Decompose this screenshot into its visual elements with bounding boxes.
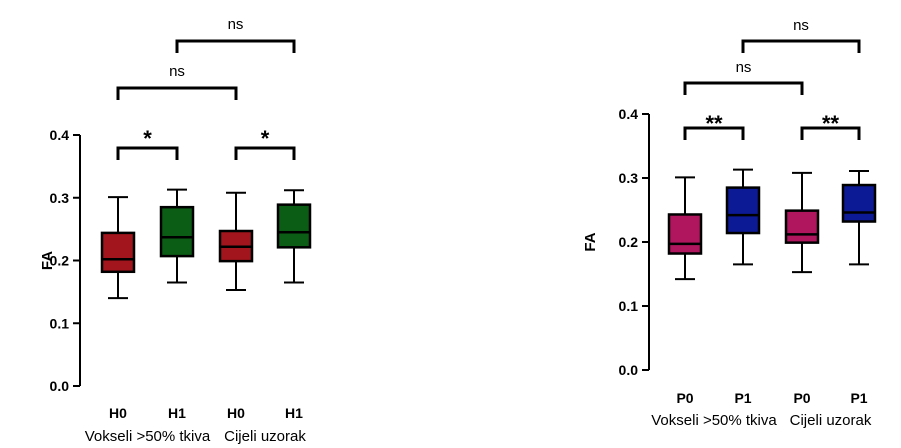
box-1 [100,196,136,300]
significance-label: ns [793,17,809,34]
significance-bracket [116,86,238,100]
iqr-box [841,183,877,223]
group-label: Cijeli uzorak [224,428,306,445]
y-tick-label: 0.4 [50,127,70,143]
chart-2: 0.0 0.1 0.2 0.3 0.4 FA P0 P1 P0 P1 Vokseli >50% tk… [582,17,877,429]
iqr-box [159,205,195,258]
significance-bracket [116,146,179,160]
group-label: Vokseli >50% tkiva [651,412,777,429]
box-3 [218,191,254,291]
significance-bracket [234,146,296,160]
significance-label: ns [736,59,752,76]
x-category-label: H1 [168,405,186,421]
box-2 [725,168,761,266]
box-2 [159,188,195,284]
y-tick-label: 0.3 [50,190,70,206]
significance-label: ** [822,111,840,136]
box-4 [841,169,877,266]
chart-1: 0.0 0.1 0.2 0.3 0.4 FA H0 H1 H0 H1 Vokseli >50% tk… [39,16,312,445]
group-label: Vokseli >50% tkiva [85,428,211,445]
x-category-label: P0 [676,390,693,406]
y-tick-label: 0.2 [619,234,639,250]
y-axis-label: FA [582,232,599,251]
x-category-label: P1 [734,390,751,406]
box-4 [276,189,312,284]
significance-label: ns [228,16,244,33]
y-tick-label: 0.1 [619,298,639,314]
y-tick-label: 0.4 [619,106,639,122]
x-category-label: P1 [850,390,867,406]
significance-label: ns [169,63,185,80]
significance-label: * [143,126,152,151]
box-3 [784,171,820,274]
significance-bracket [800,126,861,140]
significance-bracket [741,39,861,53]
iqr-box [784,209,820,244]
iqr-box [667,213,703,255]
box-1 [667,176,703,281]
x-category-label: H0 [227,405,245,421]
significance-bracket [683,81,804,95]
y-axis-label: FA [39,251,56,270]
y-tick-label: 0.0 [50,378,70,394]
significance-label: * [261,126,270,151]
y-tick-label: 0.3 [619,170,639,186]
x-category-label: H0 [109,405,127,421]
y-tick-label: 0.0 [619,362,639,378]
significance-label: ** [705,111,723,136]
y-tick-label: 0.1 [50,315,70,331]
x-category-label: P0 [793,390,810,406]
iqr-box [276,203,312,249]
y-tick-label: 0.2 [50,253,70,269]
x-category-label: H1 [285,405,303,421]
iqr-box [100,231,136,274]
significance-bracket [683,126,745,140]
significance-bracket [175,39,296,53]
group-label: Cijeli uzorak [790,412,872,429]
iqr-box [725,186,761,235]
